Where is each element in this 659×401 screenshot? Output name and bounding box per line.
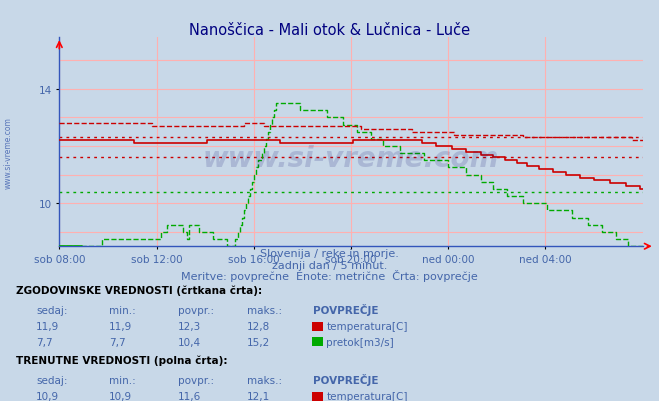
Text: temperatura[C]: temperatura[C]: [326, 391, 408, 401]
Text: pretok[m3/s]: pretok[m3/s]: [326, 337, 394, 347]
Text: 10,4: 10,4: [178, 337, 201, 347]
Text: Slovenija / reke in morje.: Slovenija / reke in morje.: [260, 249, 399, 259]
Text: POVPREČJE: POVPREČJE: [313, 303, 378, 315]
Text: 10,9: 10,9: [109, 391, 132, 401]
Text: sedaj:: sedaj:: [36, 375, 68, 385]
Text: 12,1: 12,1: [247, 391, 270, 401]
Text: 11,6: 11,6: [178, 391, 201, 401]
Text: maks.:: maks.:: [247, 375, 282, 385]
Text: 15,2: 15,2: [247, 337, 270, 347]
Text: 10,9: 10,9: [36, 391, 59, 401]
Text: Nanoščica - Mali otok & Lučnica - Luče: Nanoščica - Mali otok & Lučnica - Luče: [189, 23, 470, 38]
Text: min.:: min.:: [109, 305, 136, 315]
Text: sedaj:: sedaj:: [36, 305, 68, 315]
Text: min.:: min.:: [109, 375, 136, 385]
Text: TRENUTNE VREDNOSTI (polna črta):: TRENUTNE VREDNOSTI (polna črta):: [16, 355, 228, 365]
Text: www.si-vreme.com: www.si-vreme.com: [3, 117, 13, 188]
Text: 11,9: 11,9: [109, 322, 132, 332]
Text: maks.:: maks.:: [247, 305, 282, 315]
Text: Meritve: povprečne  Enote: metrične  Črta: povprečje: Meritve: povprečne Enote: metrične Črta:…: [181, 269, 478, 281]
Text: temperatura[C]: temperatura[C]: [326, 322, 408, 332]
Text: 12,8: 12,8: [247, 322, 270, 332]
Text: 7,7: 7,7: [36, 337, 53, 347]
Text: zadnji dan / 5 minut.: zadnji dan / 5 minut.: [272, 260, 387, 270]
Text: povpr.:: povpr.:: [178, 375, 214, 385]
Text: povpr.:: povpr.:: [178, 305, 214, 315]
Text: 7,7: 7,7: [109, 337, 125, 347]
Text: ZGODOVINSKE VREDNOSTI (črtkana črta):: ZGODOVINSKE VREDNOSTI (črtkana črta):: [16, 285, 262, 296]
Text: www.si-vreme.com: www.si-vreme.com: [203, 145, 499, 173]
Text: POVPREČJE: POVPREČJE: [313, 373, 378, 385]
Text: 12,3: 12,3: [178, 322, 201, 332]
Text: 11,9: 11,9: [36, 322, 59, 332]
